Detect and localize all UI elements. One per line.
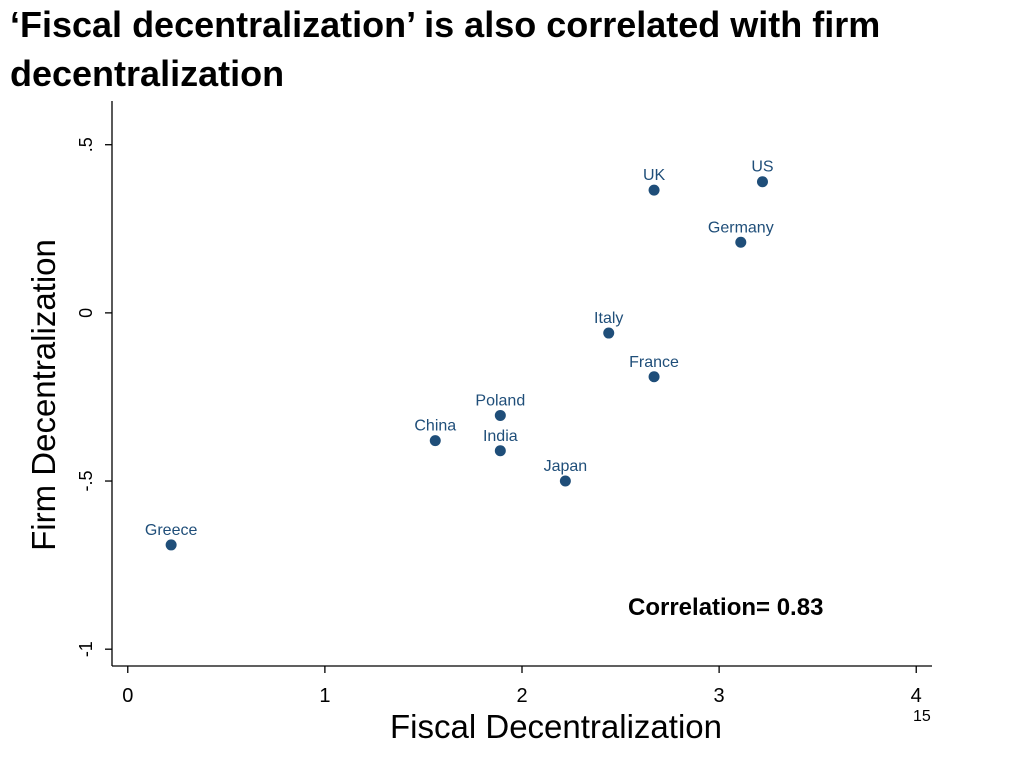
y-tick-label: .5 <box>76 137 96 152</box>
data-point-label: Poland <box>475 392 525 409</box>
data-point <box>494 409 506 421</box>
data-point-label: Italy <box>594 310 623 327</box>
x-tick-label: 3 <box>714 685 725 707</box>
data-point-label: Germany <box>708 219 774 236</box>
x-tick-label: 2 <box>516 685 527 707</box>
correlation-annotation: Correlation= 0.83 <box>628 594 823 621</box>
x-tick-label: 0 <box>122 685 133 707</box>
data-point-label: US <box>751 159 773 176</box>
data-point <box>648 371 660 383</box>
data-point <box>756 176 768 188</box>
slide-title: ‘Fiscal decentralization’ is also correl… <box>10 4 881 94</box>
data-point <box>603 327 615 339</box>
x-tick-label: 1 <box>319 685 330 707</box>
y-tick-label: 0 <box>76 308 96 318</box>
data-point <box>735 236 747 248</box>
data-point-label: China <box>414 418 456 435</box>
slide-number: 15 <box>913 708 931 725</box>
data-point-label: Japan <box>544 458 588 475</box>
data-point <box>559 475 571 487</box>
x-tick-label: 4 <box>911 685 922 707</box>
y-axis-label: Firm Decentralization <box>25 239 62 551</box>
data-point <box>429 435 441 447</box>
y-tick-label: -1 <box>76 641 96 657</box>
data-point <box>648 184 660 196</box>
data-point <box>165 539 177 551</box>
data-point <box>494 445 506 457</box>
data-point-label: India <box>483 428 518 445</box>
y-tick-label: -.5 <box>76 471 96 492</box>
data-point-label: France <box>629 354 679 371</box>
data-point-label: UK <box>643 167 666 184</box>
x-axis-label: Fiscal Decentralization <box>390 708 722 745</box>
data-point-label: Greece <box>145 522 198 539</box>
